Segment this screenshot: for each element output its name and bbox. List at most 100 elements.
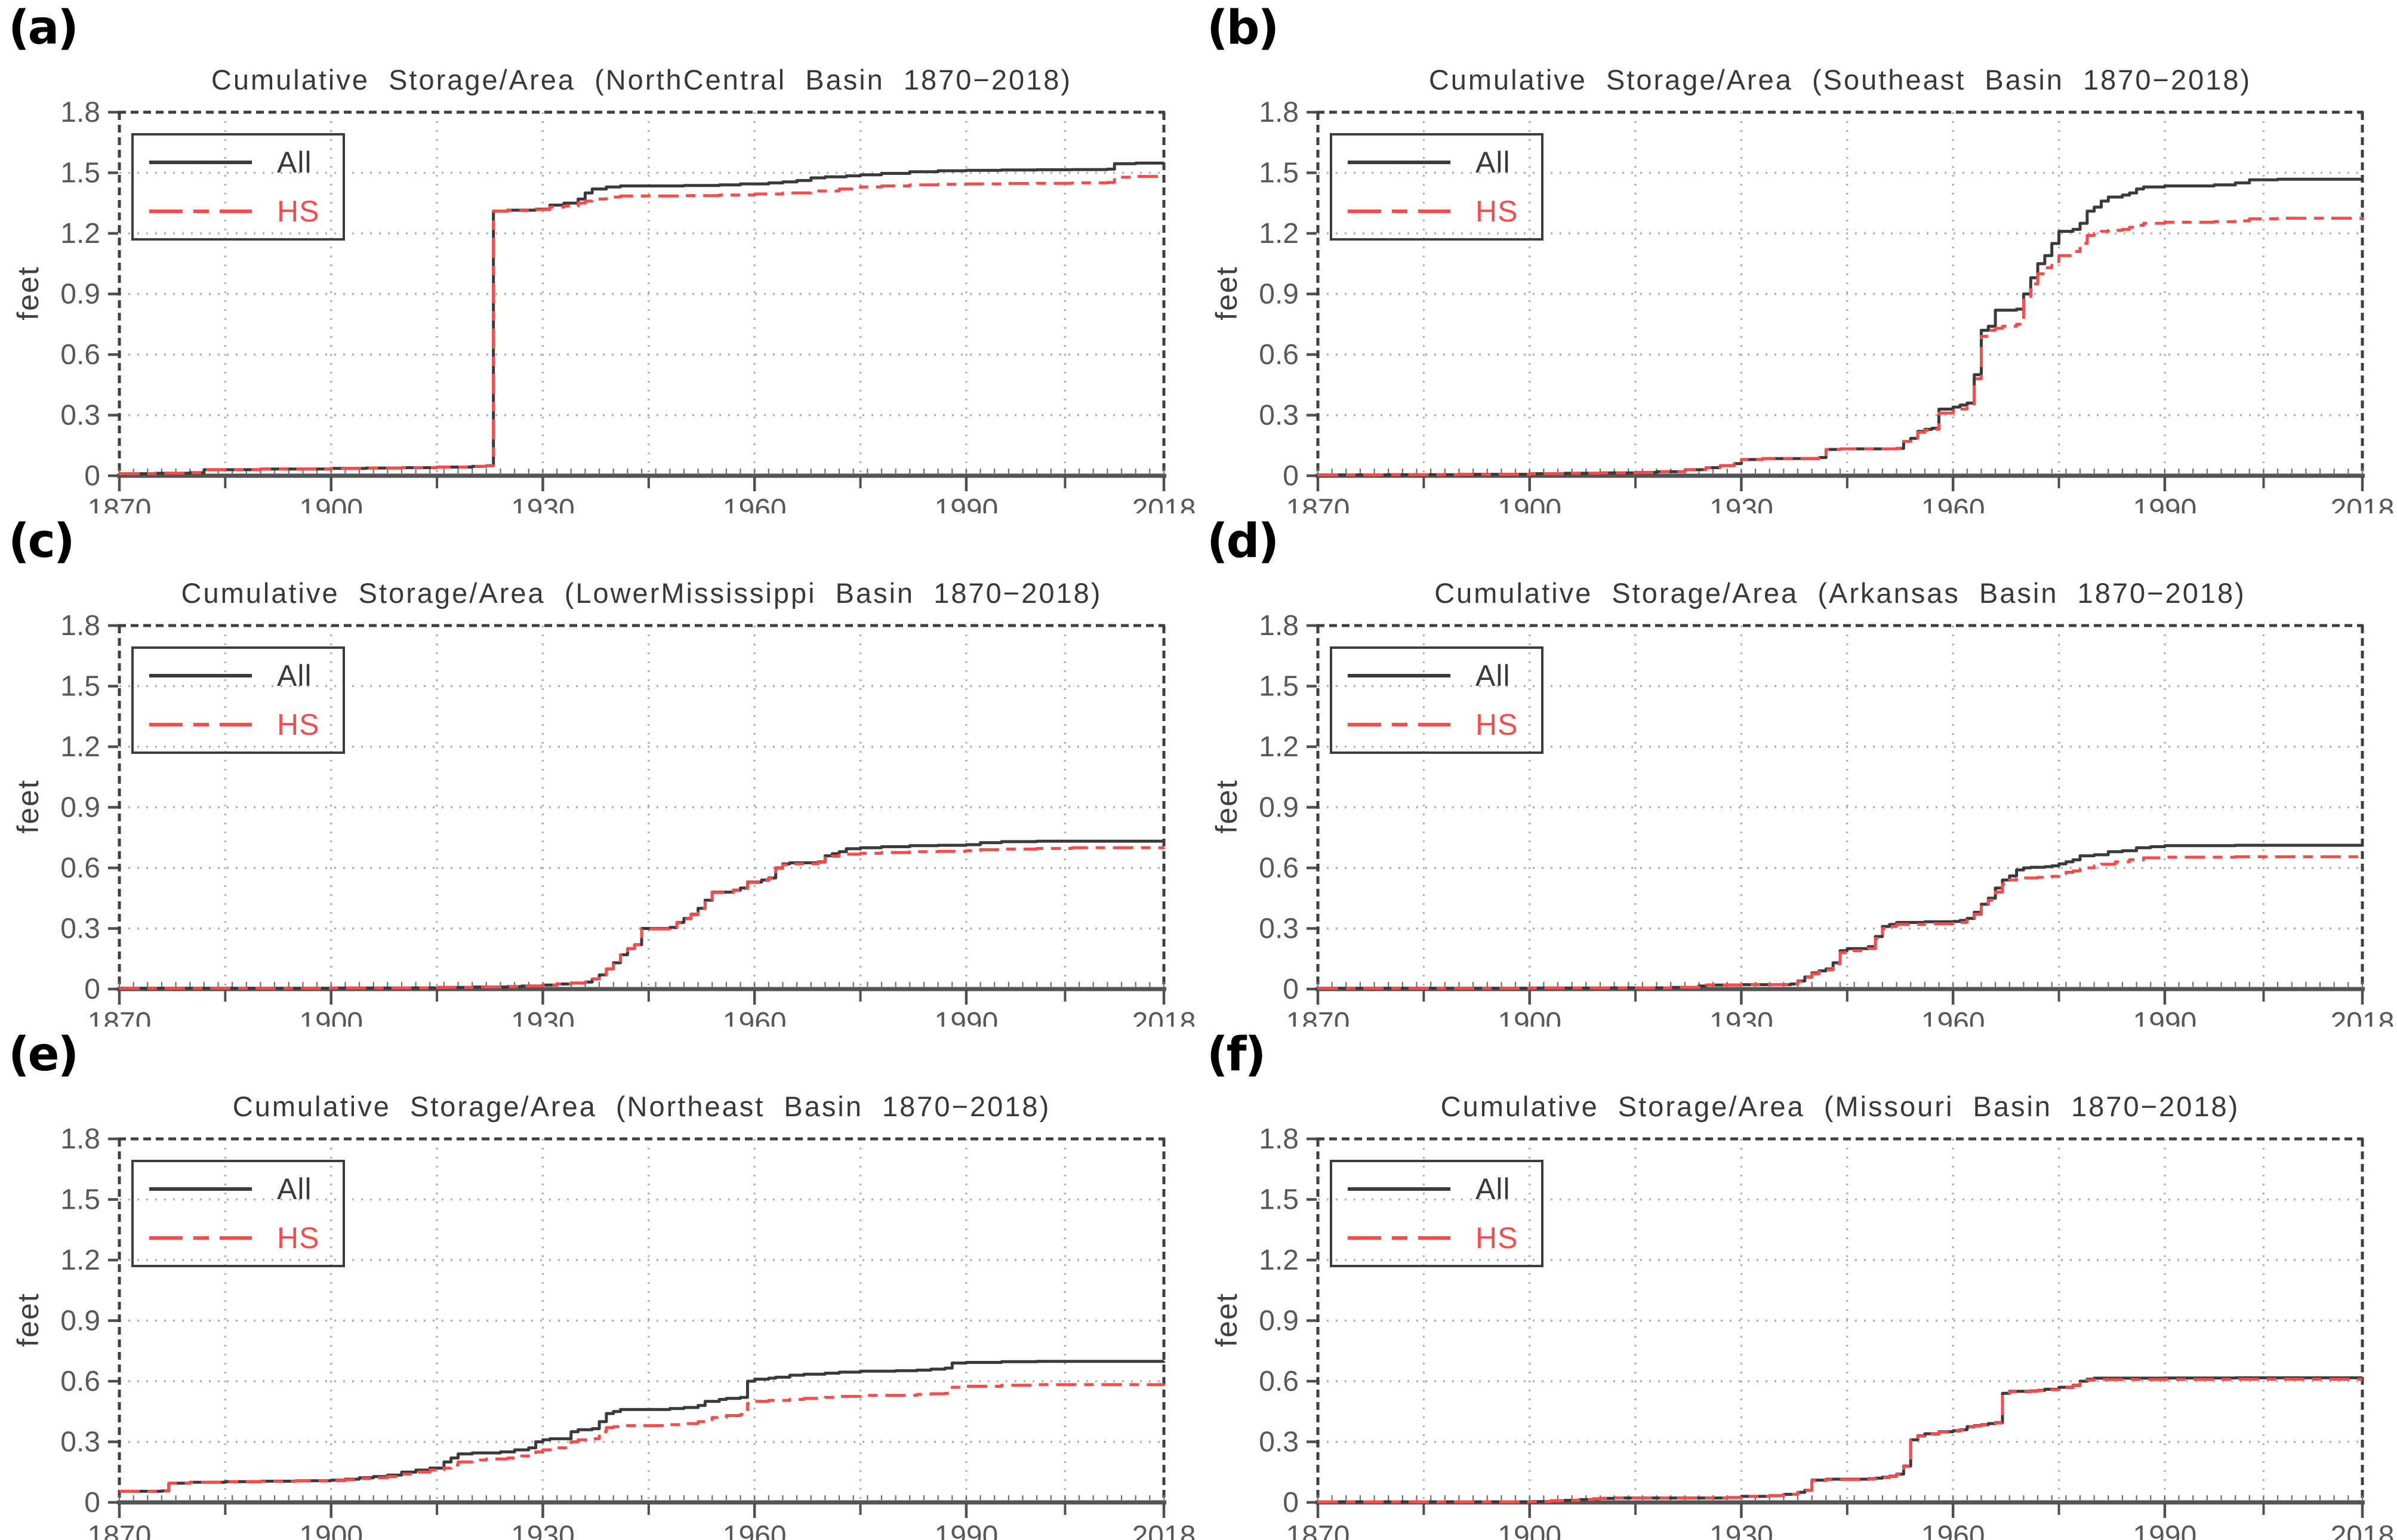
svg-text:1.8: 1.8 [1259, 1123, 1299, 1155]
chart-title-c: Cumulative Storage/Area (LowerMississipp… [181, 577, 1102, 609]
svg-text:1960: 1960 [723, 494, 787, 513]
legend-all-label: All [277, 146, 312, 179]
svg-text:2018: 2018 [2331, 494, 2395, 513]
legend-all-label: All [277, 1172, 312, 1206]
svg-text:0.6: 0.6 [1259, 339, 1299, 371]
svg-text:1930: 1930 [511, 494, 575, 513]
legend-all-line-sample [149, 674, 252, 677]
legend-all-label: All [1475, 1172, 1511, 1206]
svg-text:1900: 1900 [1498, 494, 1561, 513]
svg-text:0.3: 0.3 [1259, 913, 1299, 945]
panel-letter-b: (b) [1207, 1, 1279, 55]
legend-f: All HS [1330, 1160, 1543, 1267]
legend-hs-label: HS [1475, 708, 1518, 741]
svg-text:1870: 1870 [88, 1520, 152, 1540]
svg-text:0: 0 [84, 1487, 100, 1519]
svg-text:1960: 1960 [723, 1007, 787, 1027]
legend-hs-label: HS [277, 1221, 320, 1255]
panel-c: (c) Cumulative Storage/Area (LowerMissis… [0, 513, 1198, 1027]
svg-text:1.8: 1.8 [1259, 97, 1299, 128]
legend-row-all: All [1348, 655, 1541, 697]
svg-text:1870: 1870 [1286, 494, 1350, 513]
svg-text:2018: 2018 [1132, 1007, 1196, 1027]
svg-text:1930: 1930 [511, 1007, 575, 1027]
chart-title-e: Cumulative Storage/Area (Northeast Basin… [232, 1091, 1051, 1122]
legend-all-line-sample [1348, 674, 1450, 677]
svg-text:2018: 2018 [2331, 1007, 2395, 1027]
svg-text:1990: 1990 [935, 494, 999, 513]
svg-text:1.8: 1.8 [60, 610, 100, 642]
panel-f: (f) Cumulative Storage/Area (Missouri Ba… [1198, 1027, 2397, 1540]
svg-text:1.8: 1.8 [1259, 610, 1299, 642]
legend-hs-line-sample [149, 1236, 252, 1240]
svg-text:0.3: 0.3 [1259, 1427, 1299, 1458]
legend-all-label: All [1475, 659, 1511, 692]
svg-text:1.8: 1.8 [60, 1123, 100, 1155]
svg-text:1900: 1900 [1498, 1520, 1561, 1540]
svg-text:1.5: 1.5 [1259, 671, 1299, 703]
svg-text:1960: 1960 [723, 1520, 787, 1540]
legend-row-hs: HS [149, 704, 343, 746]
svg-text:1930: 1930 [1709, 1007, 1773, 1027]
legend-d: All HS [1330, 646, 1543, 754]
svg-text:1990: 1990 [935, 1520, 999, 1540]
svg-text:1960: 1960 [1921, 1007, 1985, 1027]
svg-text:0.6: 0.6 [1259, 1366, 1299, 1397]
svg-text:1.5: 1.5 [1259, 1184, 1299, 1216]
svg-text:1870: 1870 [1286, 1007, 1350, 1027]
legend-row-hs: HS [1348, 704, 1541, 746]
svg-text:1.8: 1.8 [60, 97, 100, 128]
panel-e: (e) Cumulative Storage/Area (Northeast B… [0, 1027, 1198, 1540]
legend-all-line-sample [1348, 1187, 1450, 1191]
legend-row-all: All [1348, 1168, 1541, 1210]
panel-a: (a) Cumulative Storage/Area (NorthCentra… [0, 0, 1198, 513]
svg-text:2018: 2018 [1132, 1520, 1196, 1540]
svg-text:1990: 1990 [2133, 494, 2197, 513]
svg-text:1930: 1930 [1709, 1520, 1773, 1540]
legend-hs-line-sample [149, 210, 252, 213]
legend-hs-line-sample [1348, 1236, 1450, 1240]
legend-all-line-sample [1348, 161, 1450, 164]
legend-row-hs: HS [149, 190, 343, 232]
panel-letter-a: (a) [8, 1, 79, 55]
svg-text:1.5: 1.5 [1259, 158, 1299, 189]
svg-text:0.6: 0.6 [60, 339, 100, 371]
chart-title-d: Cumulative Storage/Area (Arkansas Basin … [1434, 577, 2246, 609]
panel-letter-f: (f) [1207, 1028, 1266, 1082]
legend-row-all: All [149, 141, 343, 183]
svg-text:1930: 1930 [1709, 494, 1773, 513]
legend-row-hs: HS [149, 1217, 343, 1259]
svg-text:0.6: 0.6 [1259, 852, 1299, 884]
svg-text:1870: 1870 [1286, 1520, 1350, 1540]
svg-text:0.9: 0.9 [1259, 792, 1299, 824]
svg-text:0: 0 [1283, 1487, 1299, 1519]
legend-hs-label: HS [1475, 1221, 1518, 1255]
svg-text:1900: 1900 [299, 494, 363, 513]
svg-text:1960: 1960 [1921, 494, 1985, 513]
svg-text:1.2: 1.2 [1259, 731, 1299, 763]
svg-text:0.6: 0.6 [60, 1366, 100, 1397]
panel-b: (b) Cumulative Storage/Area (Southeast B… [1198, 0, 2397, 513]
svg-text:1900: 1900 [299, 1520, 363, 1540]
legend-hs-line-sample [149, 723, 252, 726]
svg-text:0.3: 0.3 [60, 913, 100, 945]
svg-text:0.9: 0.9 [1259, 279, 1299, 310]
svg-text:1.5: 1.5 [60, 158, 100, 189]
legend-row-all: All [149, 1168, 343, 1210]
legend-row-hs: HS [1348, 1217, 1541, 1259]
svg-text:1.2: 1.2 [60, 218, 100, 250]
legend-row-all: All [149, 655, 343, 697]
plot-area-e: 1870 1900 1930 1960 1990 2018 0 0.3 0.6 0.9 1.2 1.5… [60, 1123, 1196, 1540]
svg-text:1.5: 1.5 [60, 1184, 100, 1216]
svg-text:0.3: 0.3 [60, 400, 100, 432]
chart-title-b: Cumulative Storage/Area (Southeast Basin… [1428, 64, 2252, 96]
svg-text:0: 0 [1283, 974, 1299, 1005]
svg-text:1900: 1900 [1498, 1007, 1561, 1027]
legend-a: All HS [131, 133, 345, 241]
svg-text:0.6: 0.6 [60, 852, 100, 884]
svg-text:2018: 2018 [1132, 494, 1196, 513]
legend-hs-label: HS [277, 708, 320, 741]
legend-e: All HS [131, 1160, 345, 1267]
legend-hs-line-sample [1348, 723, 1450, 726]
